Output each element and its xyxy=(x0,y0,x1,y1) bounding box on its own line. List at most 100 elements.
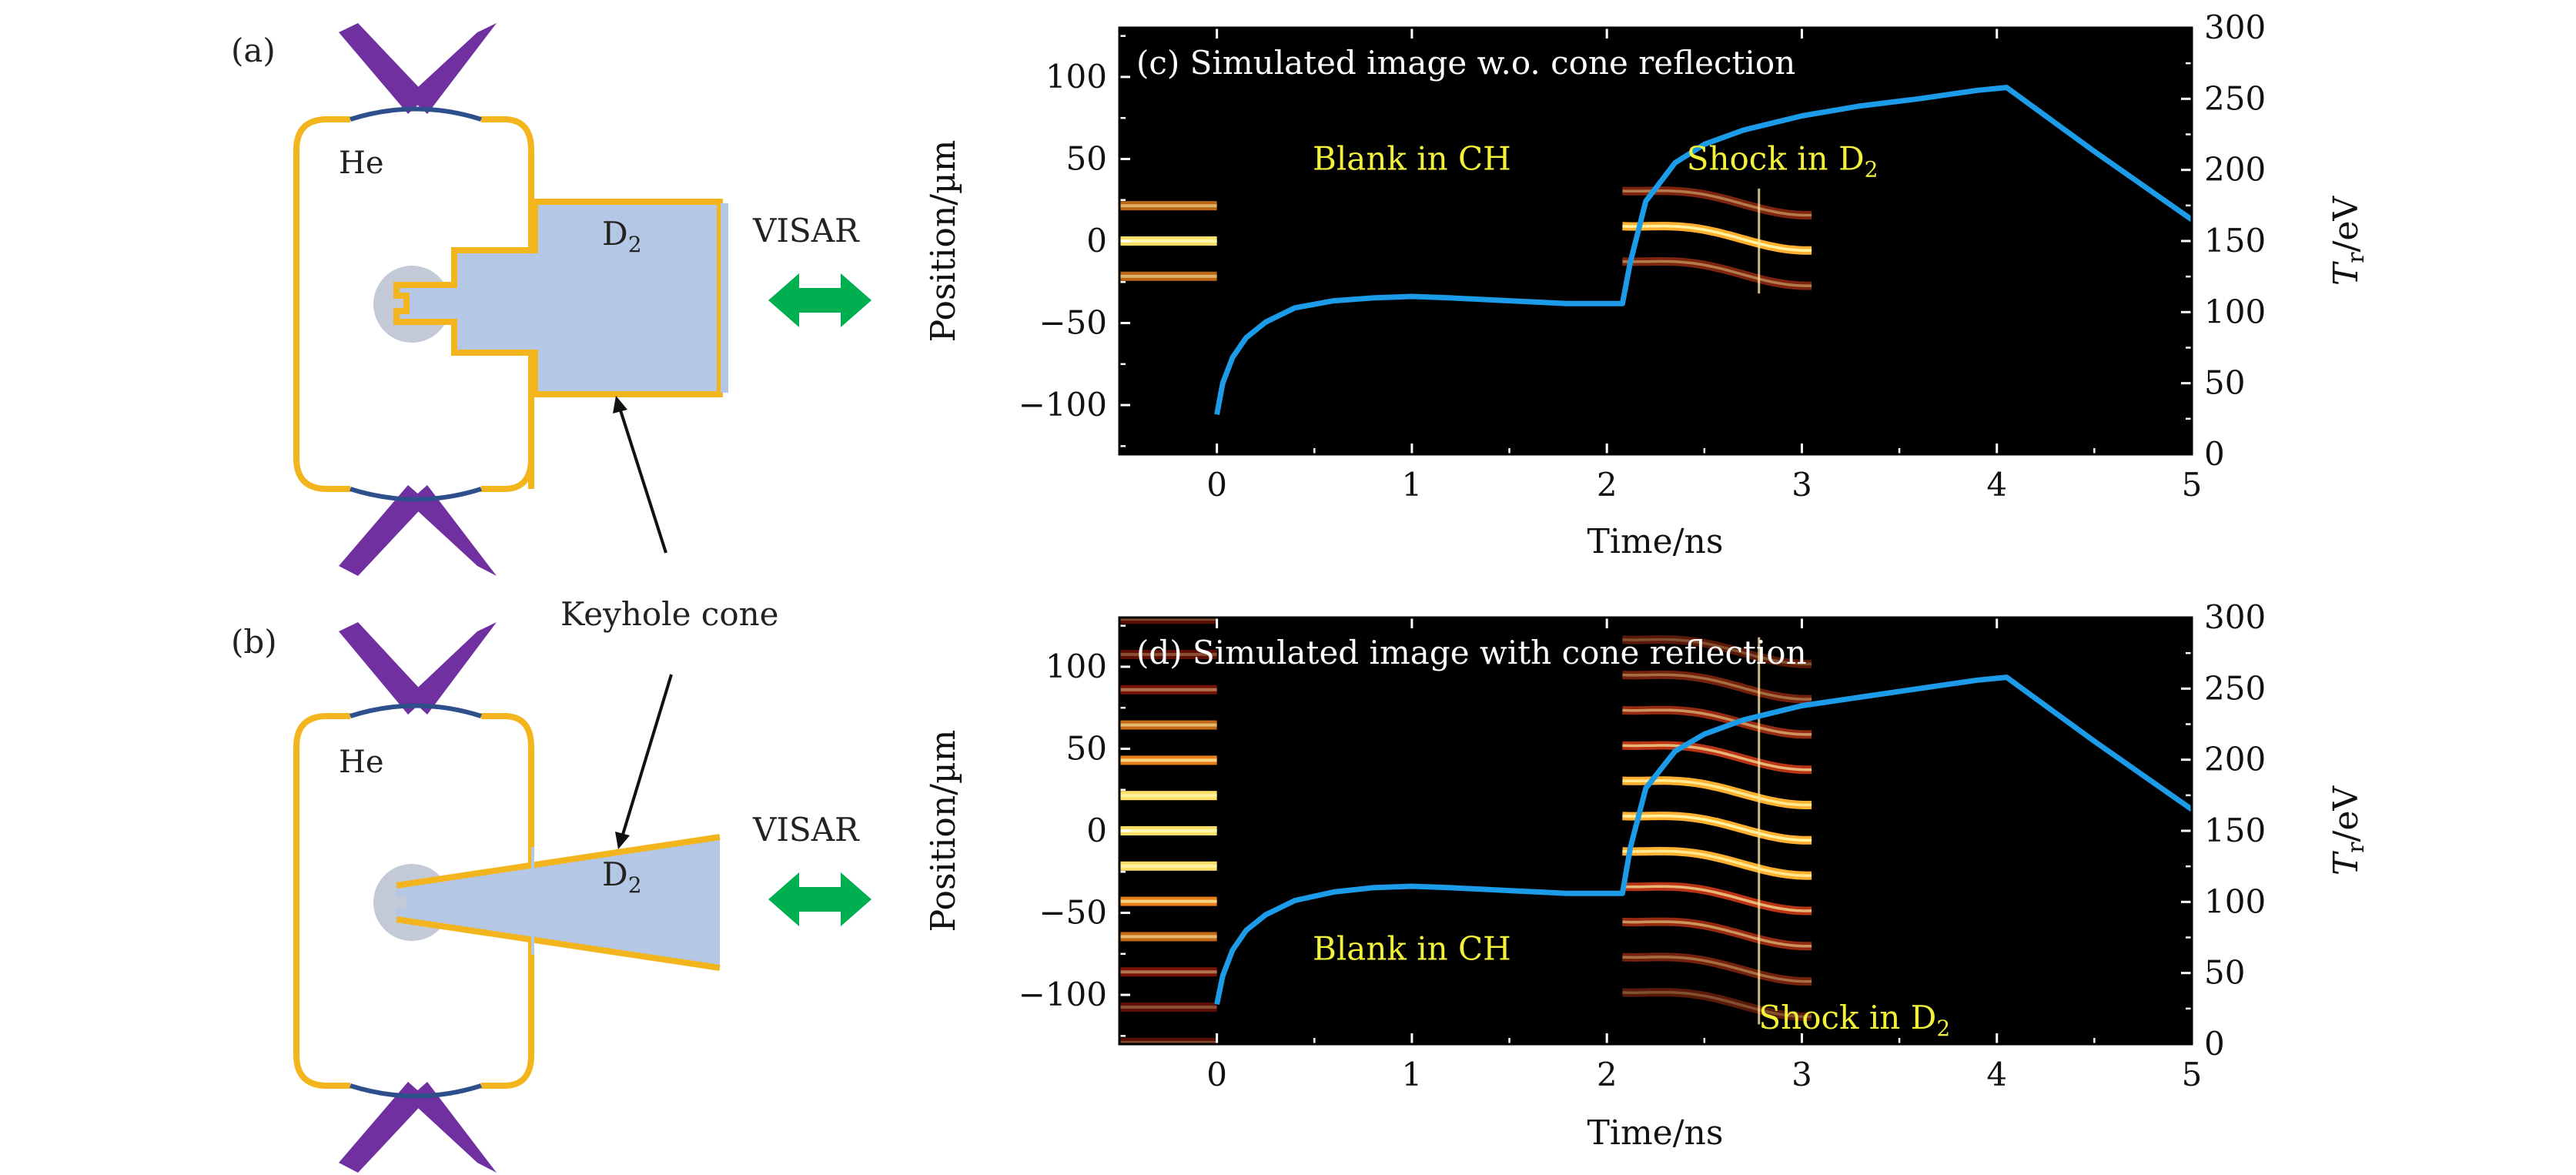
fringe-image-d xyxy=(1119,618,1812,1044)
y2tick-label-c-5: 250 xyxy=(2204,79,2266,117)
visar-label-a: VISAR xyxy=(752,212,860,249)
keyhole-cone-a xyxy=(393,199,723,397)
y2tick-label-d-5: 250 xyxy=(2204,669,2266,707)
fringe-static-core-d-11 xyxy=(1119,652,1217,656)
tr-curve-d xyxy=(1214,675,2192,1006)
d2-label-b: D2 xyxy=(602,855,642,898)
y2tick-label-d-1: 50 xyxy=(2204,954,2245,992)
fringe-static-d-11 xyxy=(1119,649,1217,659)
fringe-static-core-d-6 xyxy=(1119,829,1217,832)
fringe-static-core-d-4 xyxy=(1119,899,1217,903)
y2tick-label-d-3: 150 xyxy=(2204,812,2266,849)
panel-a-label: (a) xyxy=(231,32,276,69)
xtick-label-c-1: 1 xyxy=(1402,466,1423,504)
xtick-label-c-4: 4 xyxy=(1986,466,2007,504)
panel-b-schematic: (b) D2 He VISAR xyxy=(231,622,871,1173)
ylabel-d: Position/µm xyxy=(924,730,963,932)
xtick-label-d-0: 0 xyxy=(1206,1056,1227,1093)
y2tick-label-d-0: 0 xyxy=(2204,1025,2225,1063)
xtick-label-d-3: 3 xyxy=(1791,1056,1812,1093)
panel-b-label: (b) xyxy=(231,623,277,661)
xtick-label-c-5: 5 xyxy=(2182,466,2203,504)
hohlraum-wall-a xyxy=(293,116,534,492)
d2-label-a: D2 xyxy=(602,215,642,257)
xlabel-d: Time/ns xyxy=(1587,1113,1724,1153)
fringe-static-core-c-2 xyxy=(1119,204,1217,208)
xlabel-c: Time/ns xyxy=(1587,522,1724,561)
fringe-shock-core-d-2 xyxy=(1622,920,1812,948)
window-top-a xyxy=(350,106,482,122)
fringe-shock-d-9 xyxy=(1622,670,1812,704)
fringe-static-core-d-5 xyxy=(1119,864,1217,868)
y2tick-label-d-4: 200 xyxy=(2204,741,2266,778)
frame-d xyxy=(1118,616,2193,1046)
keyhole-cone-label: Keyhole cone xyxy=(560,595,779,633)
frame-c xyxy=(1118,26,2193,456)
chart-c-title: (c) Simulated image w.o. cone reflection xyxy=(1136,44,1795,82)
laser-beam-top-b xyxy=(339,622,497,715)
window-bottom-a xyxy=(350,487,482,502)
fringe-static-core-d-1 xyxy=(1119,1006,1217,1009)
fringe-shock-core-d-7 xyxy=(1622,744,1812,772)
y2tick-label-c-6: 300 xyxy=(2204,8,2266,46)
fringe-static-d-2 xyxy=(1119,967,1217,977)
fringe-shock-core-d-8 xyxy=(1622,708,1812,736)
fringe-static-d-10 xyxy=(1119,685,1217,695)
fringe-shock-core-c-1 xyxy=(1622,224,1812,253)
annotation-blank-ch-c: Blank in CH xyxy=(1313,140,1511,178)
xtick-label-c-3: 3 xyxy=(1791,466,1812,504)
ytick-label-d-4: 100 xyxy=(1045,648,1107,685)
ytick-label-c-4: 100 xyxy=(1045,58,1107,95)
fringe-shock-core-d-0 xyxy=(1622,990,1812,1019)
visar-arrow-b xyxy=(768,872,871,926)
xtick-label-d-2: 2 xyxy=(1597,1056,1618,1093)
y2tick-label-c-1: 50 xyxy=(2204,364,2245,402)
fringe-static-d-12 xyxy=(1119,618,1217,624)
y2label-c: Tr/eV xyxy=(2327,196,2370,286)
fringe-static-d-1 xyxy=(1119,1003,1217,1013)
fringe-shock-core-d-10 xyxy=(1622,638,1812,666)
ytick-label-d-0: −100 xyxy=(1019,976,1107,1013)
annotation-shock-d2-d: Shock in D2 xyxy=(1758,999,1950,1041)
ticks-c: 0 1 2 3 4 5 −100 −50 0 50 100 0 50 100 150 200 250 300 xyxy=(1019,8,2267,504)
y2tick-label-d-6: 300 xyxy=(2204,598,2266,636)
laser-beam-top-a xyxy=(339,23,497,114)
y2tick-label-d-2: 100 xyxy=(2204,882,2266,920)
fringe-static-core-d-8 xyxy=(1119,758,1217,762)
ytick-label-d-2: 0 xyxy=(1086,812,1107,849)
fringe-static-core-d-9 xyxy=(1119,723,1217,727)
panel-a-schematic: (a) D2 He VISAR Keyhole cone xyxy=(231,23,871,849)
y2tick-label-c-2: 100 xyxy=(2204,293,2266,330)
fringe-static-core-d-2 xyxy=(1119,970,1217,974)
y2tick-label-c-4: 200 xyxy=(2204,151,2266,189)
fringe-static-core-c-1 xyxy=(1119,239,1217,243)
fringe-static-core-d-10 xyxy=(1119,688,1217,691)
ylabel-c: Position/µm xyxy=(924,140,963,343)
laser-beam-bottom-a xyxy=(339,485,497,576)
window-top-b xyxy=(350,703,482,718)
fringe-shock-c-0 xyxy=(1622,256,1812,290)
fringe-shock-d-10 xyxy=(1622,635,1812,668)
fringe-shock-core-d-3 xyxy=(1622,885,1812,912)
xtick-label-c-0: 0 xyxy=(1206,466,1227,504)
plot-area-c xyxy=(1119,28,2192,454)
fringe-shock-d-0 xyxy=(1622,988,1812,1021)
tr-curve-c xyxy=(1214,85,2192,415)
xtick-label-d-4: 4 xyxy=(1986,1056,2007,1093)
xtick-label-d-5: 5 xyxy=(2182,1056,2203,1093)
ytick-label-c-1: −50 xyxy=(1039,304,1107,342)
ytick-label-c-2: 0 xyxy=(1086,222,1107,259)
he-label-a: He xyxy=(339,146,384,181)
chart-c: 0 1 2 3 4 5 −100 −50 0 50 100 0 50 100 150 200 250 300 (c… xyxy=(924,8,2370,561)
laser-beam-bottom-b xyxy=(339,1082,497,1173)
plot-area-d xyxy=(1119,618,2192,1044)
fringe-shock-core-c-0 xyxy=(1622,259,1812,287)
fringe-static-core-d-0 xyxy=(1119,1040,1217,1044)
y2label-d: Tr/eV xyxy=(2327,785,2370,876)
fringe-static-d-0 xyxy=(1119,1037,1217,1044)
fringe-static-core-c-0 xyxy=(1119,274,1217,278)
visar-arrow-a xyxy=(768,273,871,327)
fringe-shock-d-1 xyxy=(1622,952,1812,986)
fringe-static-core-d-12 xyxy=(1119,618,1217,621)
